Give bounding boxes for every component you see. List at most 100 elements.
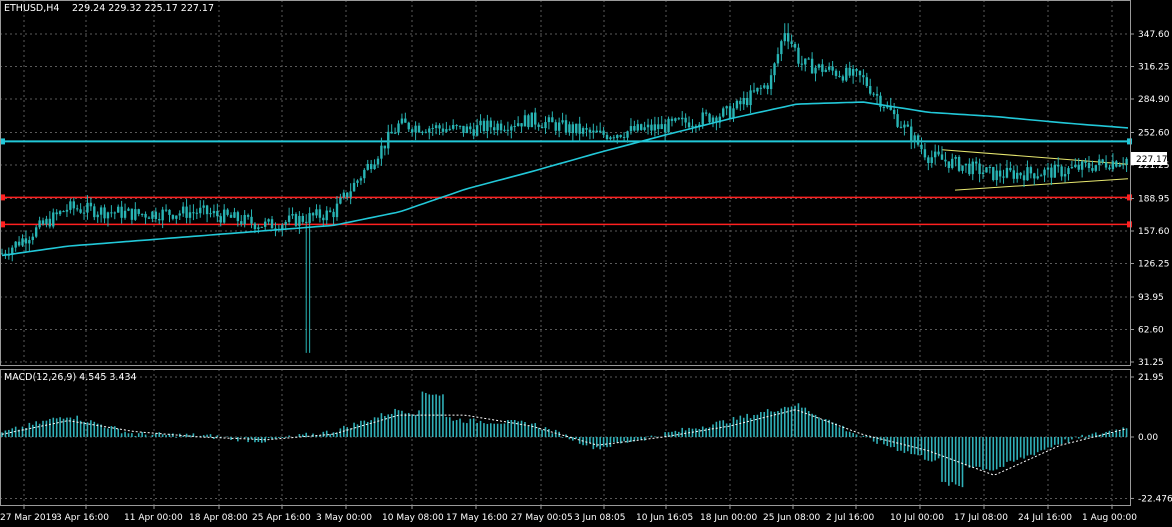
candle-body (1118, 164, 1121, 167)
candle-body (1039, 175, 1043, 177)
price-tick-label: 188.95 (1138, 194, 1170, 204)
candle-body (383, 145, 387, 149)
candle-body (158, 218, 161, 221)
candle-body (684, 117, 687, 123)
candle-body (838, 75, 841, 77)
candle-body (106, 212, 110, 219)
candle-body (181, 206, 185, 214)
candle-body (1070, 166, 1074, 169)
time-tick-label: 10 Jul 00:00 (890, 513, 944, 523)
candle-body (226, 209, 229, 215)
candle-body (222, 209, 226, 223)
candle-body (913, 135, 916, 142)
candle-body (452, 125, 455, 129)
candle-body (110, 212, 113, 214)
candle-body (154, 211, 158, 219)
candle-body (48, 218, 52, 227)
candle-body (328, 210, 332, 212)
candle-body (424, 131, 428, 133)
candle-body (195, 212, 199, 214)
candle-body (763, 85, 766, 88)
candle-body (69, 201, 72, 210)
candle-body (1036, 176, 1039, 179)
triangle-lower-line (954, 178, 1129, 191)
candle-body (1026, 167, 1029, 181)
candle-body (346, 192, 349, 198)
macd-tick-label: -22.476 (1138, 494, 1172, 504)
candle-body (1063, 174, 1067, 177)
candle-body (1074, 164, 1077, 167)
candle-body (732, 108, 735, 119)
candle-body (602, 130, 605, 135)
candle-body (1009, 167, 1012, 171)
candle-body (516, 123, 520, 126)
candle-body (1087, 162, 1091, 169)
candle-body (96, 214, 99, 218)
candle-body (17, 241, 21, 246)
candle-body (130, 208, 134, 220)
price-tick-label: 157.60 (1138, 227, 1170, 237)
candle-body (1115, 161, 1118, 167)
triangle-upper-line (941, 149, 1129, 165)
candle-body (814, 67, 817, 74)
candle-body (523, 115, 527, 127)
candle-body (168, 209, 171, 215)
candle-body (557, 122, 561, 131)
time-tick-label: 17 Jul 08:00 (954, 513, 1008, 523)
price-tick-label: 126.25 (1138, 260, 1170, 270)
candle-body (339, 197, 342, 204)
candle-body (786, 33, 790, 42)
candle-body (260, 226, 263, 228)
candle-body (93, 206, 96, 218)
candle-body (879, 95, 882, 108)
candle-body (493, 127, 496, 131)
candle-body (616, 135, 619, 138)
candle-body (72, 201, 75, 209)
candle-body (920, 144, 923, 150)
candle-body (496, 123, 499, 131)
candle-body (944, 159, 947, 162)
candle-body (270, 219, 274, 229)
candle-body (11, 247, 14, 255)
candle-body (845, 67, 848, 81)
red-level-upper-handle (0, 194, 5, 201)
candle-body (387, 131, 390, 149)
candle-body (701, 112, 704, 125)
candle-body (933, 151, 937, 158)
candle-body (229, 214, 233, 218)
candle-body (407, 122, 410, 130)
candle-body (342, 192, 346, 198)
candle-body (677, 118, 680, 120)
candle-body (561, 120, 564, 123)
candle-body (445, 129, 448, 132)
red-level-upper-handle (1127, 194, 1132, 201)
candle-body (745, 97, 749, 106)
candle-body (544, 122, 547, 129)
candle-body (892, 109, 896, 115)
candle-body (400, 118, 404, 124)
candle-body (711, 117, 715, 123)
price-panel-frame (0, 0, 1131, 366)
candle-body (776, 54, 780, 64)
candle-body (192, 212, 195, 214)
candle-body (882, 107, 886, 109)
candle-body (537, 124, 540, 127)
candle-body (431, 128, 434, 130)
price-tick-label: 284.90 (1138, 95, 1170, 105)
macd-signal (1, 409, 1127, 476)
candle-body (369, 164, 373, 170)
candle-body (663, 124, 667, 133)
candle-body (28, 240, 31, 244)
candle-body (503, 129, 506, 131)
candle-body (421, 131, 424, 133)
candle-body (414, 125, 417, 133)
candle-body (434, 125, 438, 129)
candle-body (164, 209, 168, 211)
candle-body (947, 161, 951, 168)
candle-body (287, 215, 291, 222)
candle-body (899, 126, 903, 128)
candle-body (482, 120, 486, 131)
candle-body (397, 123, 400, 133)
candle-body (1080, 161, 1084, 170)
candle-body (793, 43, 797, 48)
